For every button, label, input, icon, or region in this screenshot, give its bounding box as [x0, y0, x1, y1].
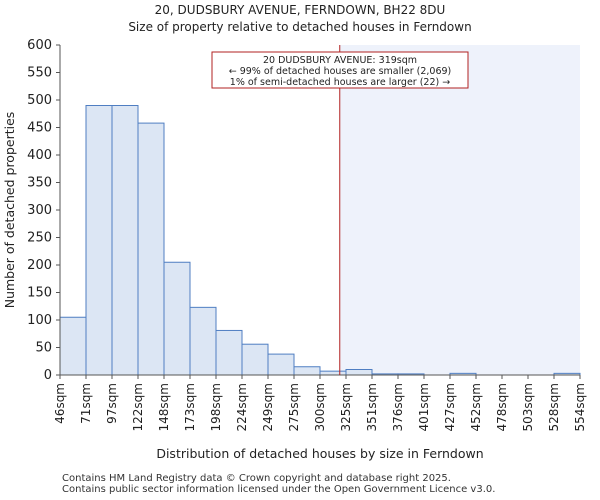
bar [111, 105, 139, 376]
bar [319, 370, 347, 376]
annotation-line: ← 99% of detached houses are smaller (2,… [229, 66, 452, 77]
y-tick-label: 500 [27, 93, 52, 108]
bar [241, 343, 269, 376]
y-tick-label: 350 [27, 176, 52, 191]
y-tick-label: 200 [27, 258, 52, 273]
x-tick-label: 46sqm [53, 383, 67, 424]
y-tick-label: 400 [27, 148, 52, 163]
y-tick-label: 600 [27, 38, 52, 53]
x-tick-label: 97sqm [105, 383, 119, 424]
bar [267, 353, 295, 376]
x-tick-label: 300sqm [313, 383, 327, 431]
x-tick-label: 427sqm [443, 383, 457, 431]
x-tick-label: 173sqm [183, 383, 197, 431]
footer-line-2: Contains public sector information licen… [62, 484, 496, 495]
annotation-line: 1% of semi-detached houses are larger (2… [230, 77, 450, 88]
bar [163, 261, 191, 376]
chart-area: 0 50 100 150 200 250 300 350 400 450 500 550 600 46sq… [2, 38, 587, 461]
annotation-line: 20 DUDSBURY AVENUE: 319sqm [263, 55, 417, 66]
y-tick-label: 150 [27, 286, 52, 301]
bar [85, 105, 113, 376]
x-tick-label: 224sqm [235, 383, 249, 431]
x-tick-label: 71sqm [79, 383, 93, 424]
x-axis-title: Distribution of detached houses by size … [156, 446, 483, 461]
annotation-box [211, 51, 469, 89]
x-tick-label: 351sqm [365, 383, 379, 431]
x-tick-label: 478sqm [495, 383, 509, 431]
y-tick-label: 250 [27, 231, 52, 246]
x-tick-label: 148sqm [157, 383, 171, 431]
highlight-region [339, 45, 580, 375]
y-tick-label: 0 [44, 368, 52, 383]
x-tick-label: 452sqm [469, 383, 483, 431]
y-tick-label: 450 [27, 121, 52, 136]
chart-title: 20, DUDSBURY AVENUE, FERNDOWN, BH22 8DU [154, 3, 446, 17]
y-axis-title: Number of detached properties [2, 112, 17, 309]
bar [137, 122, 165, 376]
x-tick-label: 122sqm [131, 383, 145, 431]
bar [293, 366, 321, 376]
bar [59, 316, 87, 376]
x-tick-label: 325sqm [339, 383, 353, 431]
x-tick-label: 275sqm [287, 383, 301, 431]
y-tick-label: 300 [27, 203, 52, 218]
x-tick-label: 554sqm [573, 383, 587, 431]
x-tick-label: 249sqm [261, 383, 275, 431]
bar [345, 369, 373, 376]
y-tick-label: 550 [27, 66, 52, 81]
bar [215, 329, 243, 376]
x-tick-label: 528sqm [547, 383, 561, 431]
x-tick-label: 198sqm [209, 383, 223, 431]
bar [189, 306, 217, 376]
y-tick-label: 100 [27, 313, 52, 328]
x-tick-label: 401sqm [417, 383, 431, 431]
x-tick-label: 376sqm [391, 383, 405, 431]
y-tick-label: 50 [35, 341, 52, 356]
footer-line-1: Contains HM Land Registry data © Crown c… [62, 473, 451, 484]
chart-subtitle: Size of property relative to detached ho… [128, 20, 472, 34]
x-tick-label: 503sqm [521, 383, 535, 431]
